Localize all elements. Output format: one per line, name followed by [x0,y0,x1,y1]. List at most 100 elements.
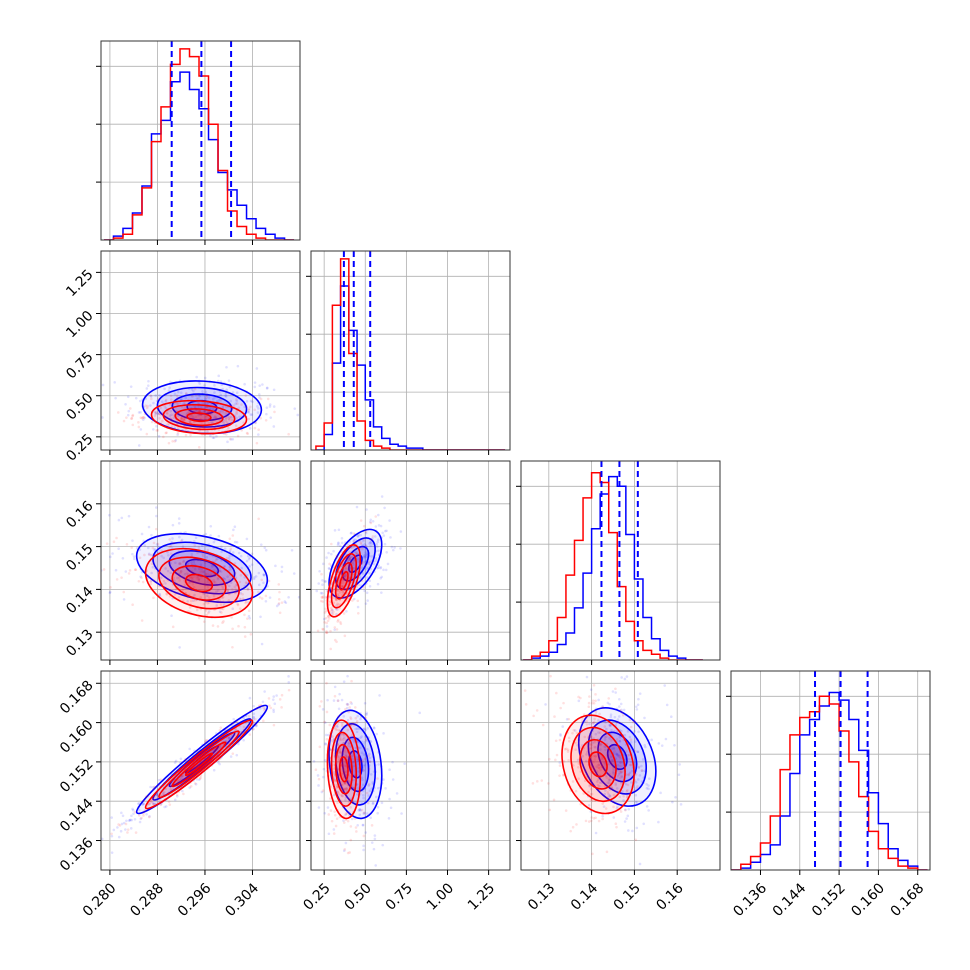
scatter-point [245,405,249,409]
scatter-point [622,708,626,712]
scatter-point [197,546,201,549]
scatter-point [191,415,195,419]
scatter-point [344,841,348,845]
scatter-point [203,384,206,387]
scatter-point [354,552,358,555]
scatter-point [349,825,353,828]
scatter-point [324,596,328,599]
scatter-point [333,628,336,631]
scatter-point [190,570,194,573]
scatter-point [198,394,201,398]
scatter-point [317,784,320,787]
contour-blue [577,707,657,807]
scatter-point [558,761,562,764]
scatter-point [359,736,362,740]
scatter-point [365,552,369,556]
scatter-point [373,535,377,538]
scatter-point [180,417,183,420]
scatter-point [569,829,572,833]
scatter-point [335,640,338,644]
scatter-point [142,416,145,419]
scatter-point [346,719,350,722]
scatter-point [247,609,251,613]
scatter-point [611,770,615,774]
scatter-point [579,802,582,806]
scatter-point [220,611,223,614]
scatter-point [620,676,623,679]
scatter-point [207,610,211,613]
scatter-point [355,830,358,833]
scatter-point [371,535,375,538]
scatter-point [154,411,158,414]
scatter-point [648,777,651,780]
scatter-point [278,590,281,594]
scatter-point [356,714,359,718]
scatter-point [245,431,249,435]
scatter-point [173,402,177,405]
scatter-point [323,759,327,762]
scatter-point [130,814,133,818]
hist-panel-3 [731,671,928,870]
scatter-point [217,534,221,538]
scatter-point [363,741,366,744]
scatter-point [178,592,182,596]
scatter-point [204,573,208,577]
scatter-point [548,757,551,761]
scatter-point [208,582,212,585]
scatter-point [199,405,203,409]
scatter-point [263,707,267,711]
scatter-point [609,723,612,727]
scatter-point [246,432,249,435]
scatter-point [158,593,161,597]
scatter-point [336,620,339,623]
scatter-point [110,834,114,838]
scatter-point [269,416,273,419]
scatter-point [277,598,281,601]
scatter-point [159,413,163,416]
scatter-point [264,599,268,603]
scatter-point [335,554,339,558]
scatter-point [214,558,218,562]
scatter-point [262,573,265,576]
scatter-point [98,381,101,384]
scatter-point [206,601,210,605]
scatter-point [368,560,371,564]
scatter-point [362,764,366,768]
scatter-point [221,406,224,409]
scatter-point [598,712,601,716]
scatter-point [336,592,340,596]
scatter-point [154,506,158,509]
scatter-point [585,723,589,726]
scatter-point [250,413,254,416]
scatter-point [562,760,566,763]
scatter-point [174,759,178,763]
y-tick-label: 0.13 [63,627,96,660]
scatter-point [213,414,217,418]
scatter-point [377,549,380,552]
scatter-point [587,701,591,705]
scatter-point [249,632,253,636]
scatter-point [268,704,271,707]
scatter-point [340,536,344,540]
scatter-point [636,750,640,754]
scatter-point [554,758,557,762]
scatter-point [382,732,385,735]
scatter-point [621,713,625,717]
scatter-point [297,595,300,599]
scatter-point [243,382,246,386]
scatter-point [324,580,327,583]
scatter-point [590,735,593,739]
scatter-point [365,508,368,511]
scatter-point [336,725,339,728]
scatter-point [195,577,199,580]
scatter-point [159,803,163,806]
scatter-point [325,681,328,685]
scatter-point [154,394,158,397]
scatter-point [635,708,639,711]
scatter-point [149,394,152,397]
scatter-point [573,729,577,732]
scatter-point [376,811,379,815]
scatter-point [325,625,329,628]
x-tick-label: 1.00 [424,880,457,913]
scatter-point [241,592,244,596]
